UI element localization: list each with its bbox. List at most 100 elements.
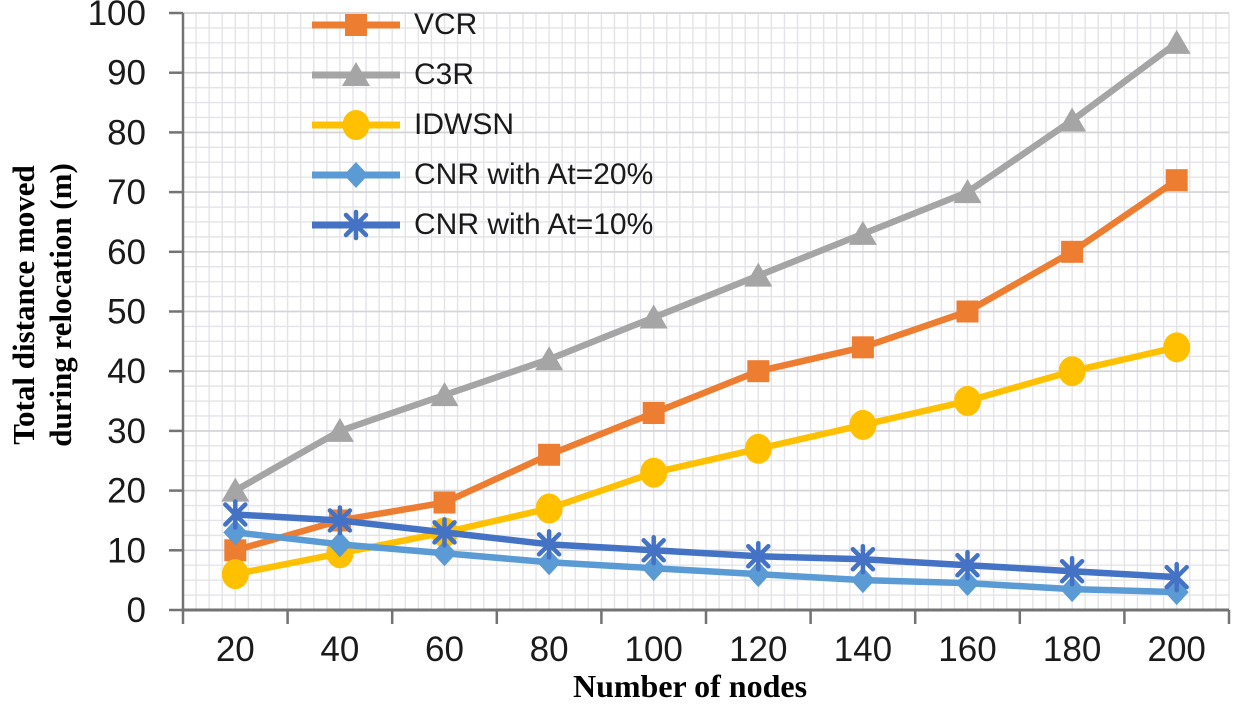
x-tick-label: 180 <box>1043 630 1101 669</box>
y-tick-label: 40 <box>107 352 146 391</box>
series-line <box>232 511 1180 581</box>
x-tick-label: 100 <box>624 630 682 669</box>
x-axis-title: Number of nodes <box>572 668 808 704</box>
triangle-marker <box>848 220 877 245</box>
series-line <box>232 39 1180 494</box>
asterisk-spoke <box>746 544 771 569</box>
series-line <box>232 344 1180 578</box>
y-axis-title: Total distance moved during relocation (… <box>5 0 81 625</box>
asterisk-spoke <box>343 212 369 238</box>
legend-marker-sample <box>312 209 400 241</box>
triangle-marker <box>535 346 564 371</box>
tick-labels: 0 10 20 30 40 50 60 70 80 90 100 20 40 60 80 100 120 140 1… <box>88 0 1206 669</box>
legend-item-vcr: VCR <box>312 0 653 50</box>
square-marker <box>224 539 247 562</box>
circle-marker <box>1163 332 1191 363</box>
asterisk-spoke <box>1164 564 1189 590</box>
circle-marker <box>954 386 981 417</box>
diamond-marker <box>344 162 368 188</box>
triangle-marker <box>1162 29 1191 54</box>
diamond-marker <box>537 549 562 576</box>
circle-marker <box>744 433 772 464</box>
x-tick-label: 160 <box>938 630 996 669</box>
y-tick-label: 60 <box>107 233 146 272</box>
diamond-marker <box>850 567 875 594</box>
legend-item-c3r: C3R <box>312 50 653 100</box>
asterisk-spoke <box>223 502 248 527</box>
legend-marker-sample <box>312 62 400 86</box>
square-marker <box>538 443 561 466</box>
x-tick-label: 80 <box>530 630 569 669</box>
square-marker <box>851 336 874 359</box>
gridlines <box>182 12 1230 611</box>
square-marker <box>1061 240 1084 263</box>
triangle-marker <box>325 417 354 442</box>
y-tick-label: 10 <box>107 531 146 570</box>
asterisk-marker <box>1164 561 1189 593</box>
legend-marker-sample <box>312 162 400 188</box>
axes <box>169 11 1231 624</box>
asterisk-marker <box>955 549 980 581</box>
asterisk-spoke <box>955 552 980 578</box>
asterisk-marker <box>850 544 876 575</box>
legend-marker-sample <box>312 110 400 140</box>
asterisk-spoke <box>641 538 666 563</box>
square-marker <box>433 491 456 514</box>
legend-item-cnr-with-at-10-: CNR with At=10% <box>312 200 653 250</box>
x-tick-label: 120 <box>729 630 787 669</box>
diamond-marker <box>641 555 666 582</box>
asterisk-marker <box>536 529 562 560</box>
diamond-marker <box>223 519 248 546</box>
y-tick-label: 70 <box>107 173 146 212</box>
x-tick-label: 40 <box>320 630 359 669</box>
circle-marker <box>849 409 877 440</box>
asterisk-spoke <box>536 532 562 557</box>
asterisk-marker <box>343 209 369 241</box>
x-tick-label: 200 <box>1147 630 1205 669</box>
triangle-marker <box>342 62 370 86</box>
triangle-marker <box>1058 107 1087 132</box>
circle-marker <box>342 110 370 140</box>
triangle-marker <box>430 382 459 407</box>
circle-marker <box>640 457 668 488</box>
circle-marker <box>535 493 563 524</box>
circle-marker <box>221 559 249 590</box>
y-tick-label: 90 <box>107 54 146 93</box>
y-tick-label: 0 <box>127 591 146 630</box>
diamond-marker <box>955 570 980 597</box>
asterisk-marker <box>746 541 771 572</box>
diamond-marker <box>327 531 352 558</box>
legend-label: IDWSN <box>414 108 514 141</box>
series-line <box>232 176 1180 554</box>
triangle-marker <box>221 477 250 502</box>
triangle-marker <box>639 304 668 329</box>
asterisk-spoke <box>850 547 876 572</box>
triangle-marker <box>953 179 982 204</box>
series-c3r <box>221 29 1191 502</box>
asterisk-marker <box>641 535 666 566</box>
triangle-marker <box>744 262 773 287</box>
asterisk-marker <box>327 505 353 536</box>
diamond-marker <box>1060 576 1085 603</box>
square-marker <box>345 14 367 36</box>
legend-item-idwsn: IDWSN <box>312 100 653 150</box>
square-marker <box>642 401 665 424</box>
y-tick-label: 20 <box>107 472 146 511</box>
y-tick-label: 30 <box>107 412 146 451</box>
x-tick-label: 140 <box>834 630 892 669</box>
square-marker <box>747 360 770 383</box>
legend-label: CNR with At=20% <box>414 158 654 191</box>
legend-label: C3R <box>414 58 475 91</box>
y-tick-label: 50 <box>107 293 146 332</box>
legend-label: VCR <box>414 8 478 41</box>
asterisk-spoke <box>1059 558 1085 584</box>
x-tick-label: 60 <box>425 630 464 669</box>
y-axis-title-line1: Total distance moved <box>6 165 41 445</box>
asterisk-spoke <box>432 520 457 545</box>
legend-marker-sample <box>312 14 400 36</box>
y-axis-title-line2: during relocation (m) <box>43 163 78 447</box>
series-cnr-with-at-10- <box>223 499 1189 593</box>
square-marker <box>956 300 979 323</box>
